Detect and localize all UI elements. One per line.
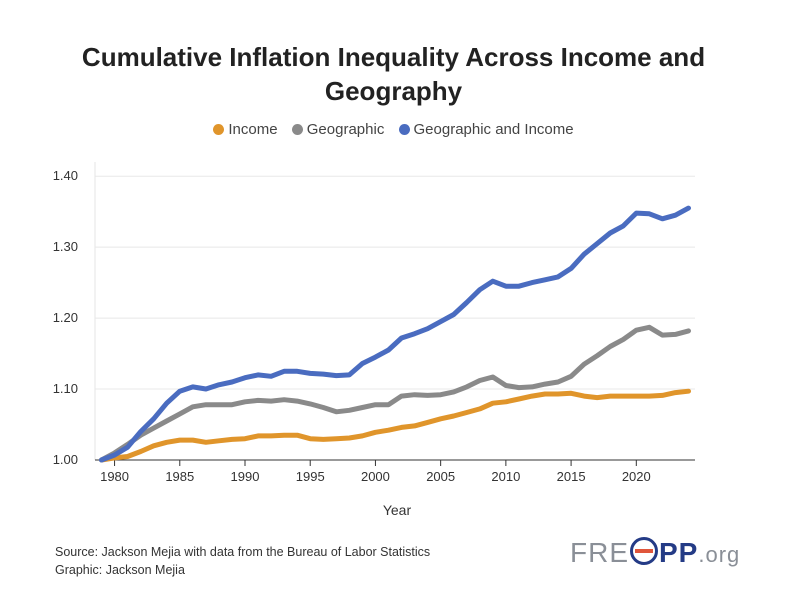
legend-item-income[interactable]: Income: [213, 121, 278, 138]
chart-title-line-1: Cumulative Inflation Inequality Across I…: [81, 42, 706, 72]
logo-o-icon: [630, 537, 658, 565]
legend-label-geographic: Geographic: [306, 121, 385, 138]
legend-swatch-geographic: [291, 124, 303, 135]
logo-text-main: FRE: [570, 537, 629, 568]
legend-item-geographic[interactable]: Geographic: [291, 121, 385, 138]
x-tick-label: 2020: [622, 469, 651, 484]
legend-label-income: Income: [228, 121, 278, 138]
y-tick-label: 1.00: [53, 452, 78, 467]
chart-title-line-2: Geography: [324, 76, 463, 106]
x-axis-title: Year: [383, 502, 412, 518]
series-line-geographic-and-income: [99, 205, 691, 463]
x-tick-label: 1985: [165, 469, 194, 484]
legend-swatch-geographic-and-income: [398, 124, 410, 135]
series-line-income: [99, 388, 691, 463]
chart-title: Cumulative Inflation Inequality Across I…: [0, 40, 787, 108]
logo-text-suffix: .org: [698, 542, 741, 567]
legend-label-geographic-and-income: Geographic and Income: [413, 121, 574, 138]
legend: Income Geographic Geographic and Income: [0, 121, 787, 138]
legend-item-geographic-and-income[interactable]: Geographic and Income: [398, 121, 574, 138]
y-tick-label: 1.40: [53, 168, 78, 183]
y-tick-label: 1.30: [53, 239, 78, 254]
x-tick-label: 1990: [231, 469, 260, 484]
source-note: Source: Jackson Mejia with data from the…: [55, 543, 430, 579]
y-tick-label: 1.10: [53, 381, 78, 396]
freopp-logo: FRE PP.org: [570, 537, 740, 569]
x-tick-label: 1995: [296, 469, 325, 484]
x-tick-label: 2005: [426, 469, 455, 484]
y-tick-label: 1.20: [53, 310, 78, 325]
x-tick-label: 2015: [557, 469, 586, 484]
x-tick-label: 2000: [361, 469, 390, 484]
source-line: Source: Jackson Mejia with data from the…: [55, 545, 431, 559]
x-tick-label: 1980: [100, 469, 129, 484]
legend-swatch-income: [213, 124, 225, 135]
logo-text-pp: PP: [659, 537, 699, 568]
series-line-geographic: [99, 324, 691, 463]
graphic-credit-line: Graphic: Jackson Mejia: [55, 563, 185, 577]
x-tick-label: 2010: [491, 469, 520, 484]
